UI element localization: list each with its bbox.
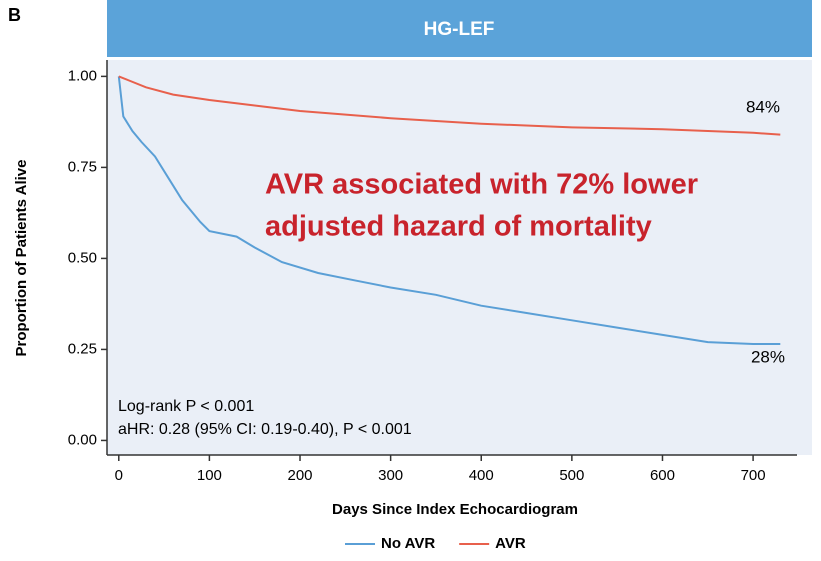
legend-label: No AVR [381,535,435,552]
y-tick-label: 0.75 [68,158,97,175]
stats-text: Log-rank P < 0.001 [118,398,254,415]
y-tick-label: 1.00 [68,67,97,84]
annotation: AVR associated with 72% lower [265,169,698,201]
stats-text: aHR: 0.28 (95% CI: 0.19-0.40), P < 0.001 [118,421,412,438]
annotation: adjusted hazard of mortality [265,211,652,243]
header-bar [107,0,812,57]
legend-label: AVR [495,535,526,552]
x-tick-label: 500 [559,467,584,484]
annotation: 84% [746,97,780,116]
survival-line [118,75,781,136]
x-tick-label: 300 [378,467,403,484]
x-tick-label: 0 [115,467,123,484]
y-tick-label: 0.50 [68,249,97,266]
x-tick-label: 700 [741,467,766,484]
chart-title: HG-LEF [424,19,495,40]
x-axis-label: Days Since Index Echocardiogram [332,501,578,518]
x-tick-label: 200 [287,467,312,484]
x-tick-label: 600 [650,467,675,484]
y-axis-label: Proportion of Patients Alive [13,160,30,357]
annotation: 28% [751,347,785,366]
y-tick-label: 0.00 [68,431,97,448]
x-tick-label: 400 [469,467,494,484]
survival-line [117,76,781,345]
y-tick-label: 0.25 [68,340,97,357]
plot-area [107,60,812,455]
x-tick-label: 100 [197,467,222,484]
panel-label: B [8,5,21,25]
